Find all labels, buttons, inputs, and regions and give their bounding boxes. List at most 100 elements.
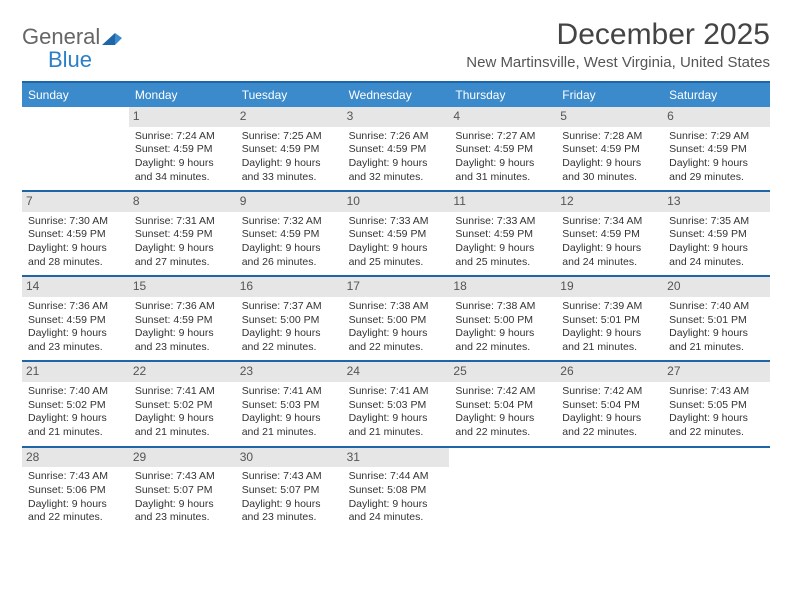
calendar-cell: 11Sunrise: 7:33 AMSunset: 4:59 PMDayligh… bbox=[449, 192, 556, 275]
calendar-cell: 17Sunrise: 7:38 AMSunset: 5:00 PMDayligh… bbox=[343, 277, 450, 360]
daylight-line-1: Daylight: 9 hours bbox=[669, 327, 764, 341]
daylight-line-2: and 22 minutes. bbox=[242, 341, 337, 355]
calendar-cell: 3Sunrise: 7:26 AMSunset: 4:59 PMDaylight… bbox=[343, 107, 450, 190]
sunset-line: Sunset: 5:01 PM bbox=[669, 314, 764, 328]
daylight-line-1: Daylight: 9 hours bbox=[28, 498, 123, 512]
sunrise-line: Sunrise: 7:39 AM bbox=[562, 300, 657, 314]
day-number: 15 bbox=[129, 277, 236, 297]
column-header: Sunday bbox=[22, 83, 129, 107]
sunrise-line: Sunrise: 7:43 AM bbox=[28, 470, 123, 484]
calendar-cell bbox=[556, 448, 663, 531]
column-header: Thursday bbox=[449, 83, 556, 107]
sunrise-line: Sunrise: 7:38 AM bbox=[349, 300, 444, 314]
sunset-line: Sunset: 4:59 PM bbox=[242, 228, 337, 242]
sunrise-line: Sunrise: 7:44 AM bbox=[349, 470, 444, 484]
sunset-line: Sunset: 5:08 PM bbox=[349, 484, 444, 498]
sunrise-line: Sunrise: 7:32 AM bbox=[242, 215, 337, 229]
sunrise-line: Sunrise: 7:42 AM bbox=[562, 385, 657, 399]
day-number: 2 bbox=[236, 107, 343, 127]
daylight-line-1: Daylight: 9 hours bbox=[669, 412, 764, 426]
logo-text-blue: Blue bbox=[48, 47, 92, 72]
sunrise-line: Sunrise: 7:33 AM bbox=[455, 215, 550, 229]
day-number: 1 bbox=[129, 107, 236, 127]
sunrise-line: Sunrise: 7:35 AM bbox=[669, 215, 764, 229]
day-number: 23 bbox=[236, 362, 343, 382]
day-number: 7 bbox=[22, 192, 129, 212]
sunrise-line: Sunrise: 7:29 AM bbox=[669, 130, 764, 144]
daylight-line-2: and 24 minutes. bbox=[669, 256, 764, 270]
sunset-line: Sunset: 5:05 PM bbox=[669, 399, 764, 413]
sunset-line: Sunset: 4:59 PM bbox=[562, 228, 657, 242]
calendar-cell: 7Sunrise: 7:30 AMSunset: 4:59 PMDaylight… bbox=[22, 192, 129, 275]
day-number: 18 bbox=[449, 277, 556, 297]
calendar-cell: 26Sunrise: 7:42 AMSunset: 5:04 PMDayligh… bbox=[556, 362, 663, 445]
calendar-cell: 30Sunrise: 7:43 AMSunset: 5:07 PMDayligh… bbox=[236, 448, 343, 531]
calendar-cell bbox=[22, 107, 129, 190]
daylight-line-2: and 27 minutes. bbox=[135, 256, 230, 270]
daylight-line-1: Daylight: 9 hours bbox=[349, 498, 444, 512]
daylight-line-2: and 30 minutes. bbox=[562, 171, 657, 185]
sunset-line: Sunset: 5:03 PM bbox=[349, 399, 444, 413]
sunset-line: Sunset: 4:59 PM bbox=[349, 228, 444, 242]
calendar-cell: 6Sunrise: 7:29 AMSunset: 4:59 PMDaylight… bbox=[663, 107, 770, 190]
sunset-line: Sunset: 5:00 PM bbox=[455, 314, 550, 328]
daylight-line-2: and 24 minutes. bbox=[349, 511, 444, 525]
daylight-line-1: Daylight: 9 hours bbox=[28, 412, 123, 426]
sunset-line: Sunset: 5:03 PM bbox=[242, 399, 337, 413]
sunset-line: Sunset: 4:59 PM bbox=[562, 143, 657, 157]
sunrise-line: Sunrise: 7:30 AM bbox=[28, 215, 123, 229]
sunset-line: Sunset: 5:00 PM bbox=[242, 314, 337, 328]
calendar-cell: 19Sunrise: 7:39 AMSunset: 5:01 PMDayligh… bbox=[556, 277, 663, 360]
daylight-line-1: Daylight: 9 hours bbox=[242, 327, 337, 341]
calendar-cell: 27Sunrise: 7:43 AMSunset: 5:05 PMDayligh… bbox=[663, 362, 770, 445]
day-number: 27 bbox=[663, 362, 770, 382]
logo-text-gray: General bbox=[22, 24, 100, 49]
day-number: 24 bbox=[343, 362, 450, 382]
calendar-cell: 21Sunrise: 7:40 AMSunset: 5:02 PMDayligh… bbox=[22, 362, 129, 445]
daylight-line-1: Daylight: 9 hours bbox=[349, 242, 444, 256]
sunset-line: Sunset: 4:59 PM bbox=[135, 228, 230, 242]
daylight-line-1: Daylight: 9 hours bbox=[242, 412, 337, 426]
daylight-line-1: Daylight: 9 hours bbox=[349, 327, 444, 341]
calendar-cell: 12Sunrise: 7:34 AMSunset: 4:59 PMDayligh… bbox=[556, 192, 663, 275]
calendar-cell: 2Sunrise: 7:25 AMSunset: 4:59 PMDaylight… bbox=[236, 107, 343, 190]
sunset-line: Sunset: 4:59 PM bbox=[669, 143, 764, 157]
daylight-line-2: and 23 minutes. bbox=[135, 341, 230, 355]
calendar-cell: 31Sunrise: 7:44 AMSunset: 5:08 PMDayligh… bbox=[343, 448, 450, 531]
day-number: 10 bbox=[343, 192, 450, 212]
page-title: December 2025 bbox=[466, 18, 770, 52]
day-number: 5 bbox=[556, 107, 663, 127]
daylight-line-2: and 21 minutes. bbox=[349, 426, 444, 440]
calendar-cell: 29Sunrise: 7:43 AMSunset: 5:07 PMDayligh… bbox=[129, 448, 236, 531]
day-number: 16 bbox=[236, 277, 343, 297]
daylight-line-1: Daylight: 9 hours bbox=[135, 412, 230, 426]
sunrise-line: Sunrise: 7:38 AM bbox=[455, 300, 550, 314]
calendar-cell: 13Sunrise: 7:35 AMSunset: 4:59 PMDayligh… bbox=[663, 192, 770, 275]
daylight-line-2: and 21 minutes. bbox=[669, 341, 764, 355]
calendar-cell: 22Sunrise: 7:41 AMSunset: 5:02 PMDayligh… bbox=[129, 362, 236, 445]
calendar-cell bbox=[663, 448, 770, 531]
calendar-cell: 10Sunrise: 7:33 AMSunset: 4:59 PMDayligh… bbox=[343, 192, 450, 275]
day-number: 17 bbox=[343, 277, 450, 297]
daylight-line-2: and 34 minutes. bbox=[135, 171, 230, 185]
day-number: 19 bbox=[556, 277, 663, 297]
daylight-line-2: and 21 minutes. bbox=[242, 426, 337, 440]
day-number: 26 bbox=[556, 362, 663, 382]
daylight-line-2: and 23 minutes. bbox=[242, 511, 337, 525]
daylight-line-2: and 22 minutes. bbox=[669, 426, 764, 440]
sunset-line: Sunset: 5:02 PM bbox=[135, 399, 230, 413]
sunrise-line: Sunrise: 7:41 AM bbox=[242, 385, 337, 399]
sunrise-line: Sunrise: 7:27 AM bbox=[455, 130, 550, 144]
sunrise-line: Sunrise: 7:41 AM bbox=[349, 385, 444, 399]
sunrise-line: Sunrise: 7:42 AM bbox=[455, 385, 550, 399]
daylight-line-1: Daylight: 9 hours bbox=[669, 157, 764, 171]
sunrise-line: Sunrise: 7:40 AM bbox=[28, 385, 123, 399]
daylight-line-1: Daylight: 9 hours bbox=[562, 412, 657, 426]
sunset-line: Sunset: 4:59 PM bbox=[135, 314, 230, 328]
sunrise-line: Sunrise: 7:25 AM bbox=[242, 130, 337, 144]
daylight-line-2: and 25 minutes. bbox=[349, 256, 444, 270]
column-header: Wednesday bbox=[343, 83, 450, 107]
daylight-line-1: Daylight: 9 hours bbox=[349, 157, 444, 171]
day-number: 3 bbox=[343, 107, 450, 127]
sunset-line: Sunset: 5:06 PM bbox=[28, 484, 123, 498]
